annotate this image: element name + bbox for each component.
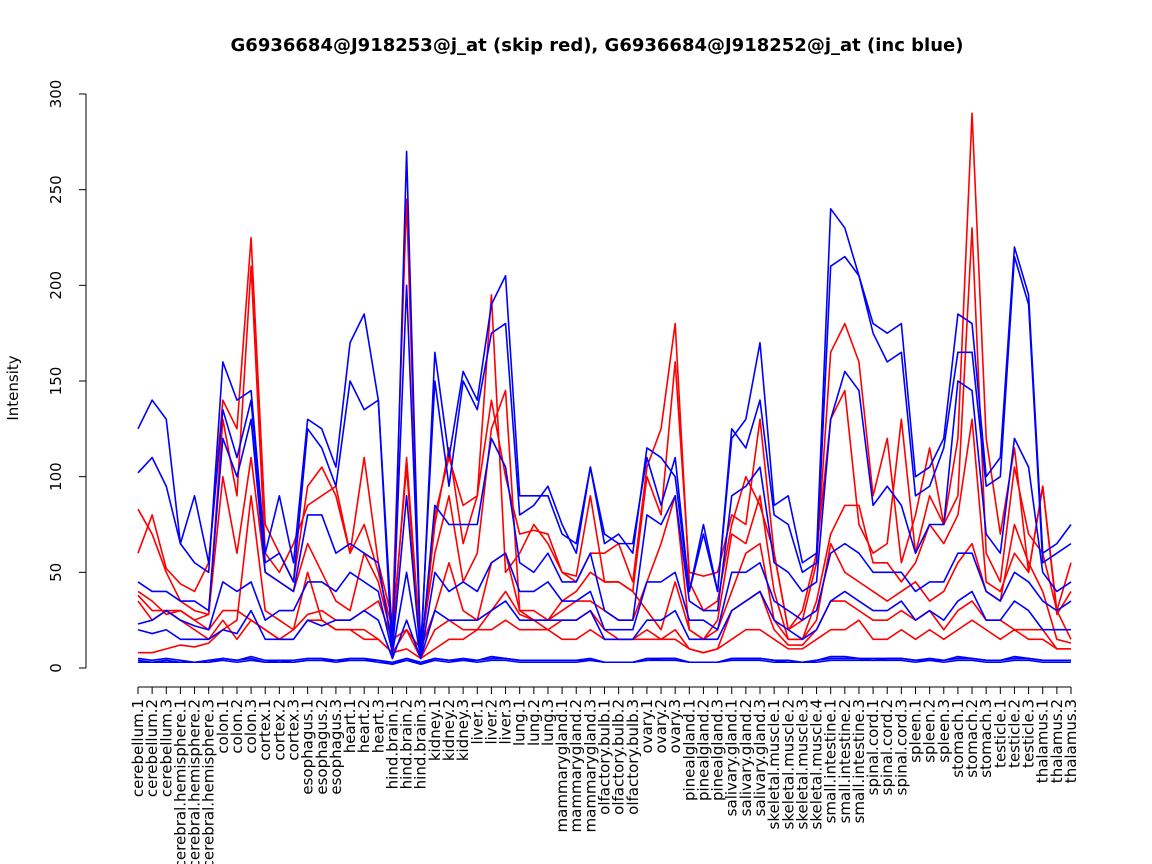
x-tick-label: mammarygland.3 [581, 699, 599, 832]
x-tick-label: heart.2 [355, 699, 373, 753]
series-line-skip-2 [137, 198, 1072, 660]
x-tick-label: heart.3 [369, 699, 387, 753]
x-tick-label: small.intestine.1 [822, 699, 840, 823]
x-tick-label: pinealgland.1 [680, 699, 698, 801]
y-tick-label: 0 [47, 663, 65, 673]
chart-title: G6936684@J918253@j_at (skip red), G69366… [231, 35, 964, 56]
x-tick-label: mammarygland.2 [567, 699, 585, 832]
x-tick-label: kidney.2 [440, 699, 458, 761]
y-tick-label: 150 [47, 367, 65, 396]
x-tick-label: colon.3 [242, 699, 260, 754]
x-tick-label: skeletal.muscle.2 [779, 699, 797, 830]
x-tick-label: cerebral.hemisphere.3 [200, 699, 218, 864]
series-line-inc-2 [137, 255, 1072, 650]
x-tick-label: salivary.gland.3 [751, 699, 769, 816]
x-tick-label: stomach.2 [963, 699, 981, 778]
x-tick-label: thalamus.3 [1062, 699, 1080, 783]
series-line-inc-8 [137, 657, 1071, 665]
y-tick-label: 300 [47, 80, 65, 109]
x-tick-label: ovary.3 [666, 699, 684, 753]
x-tick-label: skeletal.muscle.1 [765, 699, 783, 830]
y-tick-label: 250 [47, 175, 65, 204]
x-tick-label: thalamus.1 [1034, 699, 1052, 783]
x-tick-label: small.intestine.2 [836, 699, 854, 823]
x-tick-label: cortex.1 [256, 699, 274, 761]
x-tick-label: salivary.gland.1 [723, 699, 741, 816]
x-tick-label: cerebral.hemisphere.2 [186, 699, 204, 864]
series-group [137, 112, 1072, 665]
x-tick-label: spinal.cord.2 [878, 699, 896, 795]
x-tick-label: stomach.3 [977, 699, 995, 778]
x-tick-label: ovary.2 [652, 699, 670, 753]
series-line-skip-1 [137, 112, 1072, 660]
x-tick-label: cerebellum.3 [157, 699, 175, 797]
x-tick-label: liver.3 [497, 699, 515, 745]
series-line-inc-1 [137, 150, 1072, 660]
x-tick-label: skeletal.muscle.4 [808, 699, 826, 830]
x-tick-label: esophagus.1 [299, 699, 317, 795]
y-tick-label: 100 [47, 462, 65, 491]
x-tick-label: olfactory.bulb.3 [624, 699, 642, 815]
x-tick-label: cortex.3 [285, 699, 303, 761]
x-tick-label: cerebellum.1 [129, 699, 147, 797]
x-tick-label: thalamus.2 [1048, 699, 1066, 783]
series-line-inc-5 [137, 590, 1071, 660]
x-tick-label: kidney.3 [454, 699, 472, 761]
x-tick-label: small.intestine.3 [850, 699, 868, 823]
y-tick-label: 200 [47, 271, 65, 300]
x-tick-label: spleen.3 [935, 699, 953, 763]
x-tick-label: ovary.1 [638, 699, 656, 753]
x-tick-label: lung.3 [539, 699, 557, 746]
x-tick-label: hind.brain.2 [398, 699, 416, 789]
x-tick-label: testicle.3 [1020, 699, 1038, 768]
x-tick-label: esophagus.2 [313, 699, 331, 795]
x-tick-label: salivary.gland.2 [737, 699, 755, 816]
x-tick-label: spinal.cord.1 [864, 699, 882, 795]
x-tick-label: pinealgland.3 [709, 699, 727, 801]
x-tick-label: hind.brain.3 [412, 699, 430, 789]
x-tick-label: heart.1 [341, 699, 359, 753]
x-tick-label: cerebellum.2 [143, 699, 161, 797]
x-tick-label: olfactory.bulb.1 [596, 699, 614, 815]
x-tick-label: olfactory.bulb.2 [610, 699, 628, 815]
x-tick-label: lung.2 [525, 699, 543, 746]
x-tick-label: hind.brain.1 [383, 699, 401, 789]
series-line-inc-6 [137, 655, 1071, 664]
y-axis-label: Intensity [4, 355, 22, 420]
series-line-inc-3 [137, 370, 1072, 660]
x-tick-label: cerebral.hemisphere.1 [171, 699, 189, 864]
x-tick-label: spleen.2 [921, 699, 939, 763]
x-tick-label: spleen.1 [907, 699, 925, 763]
x-tick-label: kidney.1 [426, 699, 444, 761]
x-tick-label: pinealgland.2 [694, 699, 712, 801]
series-line-inc-4 [137, 542, 1072, 660]
x-tick-label: cortex.2 [270, 699, 288, 761]
x-tick-label: liver.2 [482, 699, 500, 745]
x-tick-label: esophagus.3 [327, 699, 345, 795]
x-tick-label: testicle.1 [991, 699, 1009, 768]
x-tick-label: colon.2 [228, 699, 246, 754]
x-axis: cerebellum.1cerebellum.2cerebellum.3cere… [129, 686, 1080, 864]
x-tick-label: lung.1 [511, 699, 529, 746]
x-tick-label: stomach.1 [949, 699, 967, 778]
y-tick-label: 50 [47, 563, 65, 582]
y-axis: 0 50 100 150 200 250 300 [47, 80, 87, 673]
x-tick-label: mammarygland.1 [553, 699, 571, 832]
x-tick-label: skeletal.muscle.3 [793, 699, 811, 830]
x-tick-label: liver.1 [468, 699, 486, 745]
x-tick-label: colon.1 [214, 699, 232, 754]
x-tick-label: spinal.cord.3 [892, 699, 910, 795]
x-tick-label: testicle.2 [1005, 699, 1023, 768]
